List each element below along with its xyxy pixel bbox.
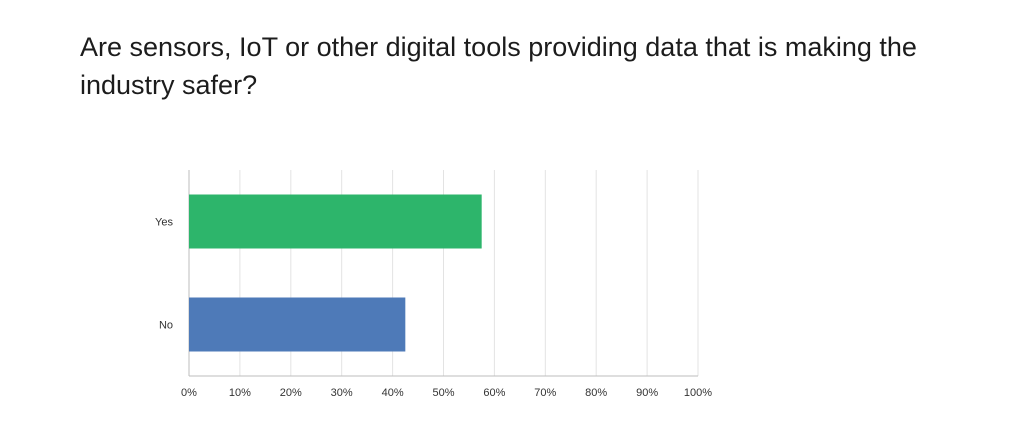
category-label: Yes (155, 217, 173, 229)
x-tick-label: 100% (684, 387, 712, 399)
category-label: No (159, 320, 173, 332)
bar-yes[interactable] (189, 194, 482, 249)
x-tick-label: 0% (181, 387, 197, 399)
x-tick-label: 90% (636, 387, 658, 399)
x-tick-label: 20% (280, 387, 302, 399)
x-tick-label: 70% (534, 387, 556, 399)
bars (189, 194, 482, 352)
category-labels: Yes No (155, 217, 173, 332)
x-tick-label: 10% (229, 387, 251, 399)
x-tick-label: 40% (382, 387, 404, 399)
chart-title: Are sensors, IoT or other digital tools … (80, 32, 917, 100)
x-tick-labels: 0% 10% 20% 30% 40% 50% 60% 70% 80% 90% 100% (181, 387, 712, 399)
x-tick-label: 60% (483, 387, 505, 399)
x-tick-label: 80% (585, 387, 607, 399)
x-tick-label: 50% (432, 387, 454, 399)
bar-no[interactable] (189, 297, 406, 352)
x-tick-label: 30% (331, 387, 353, 399)
